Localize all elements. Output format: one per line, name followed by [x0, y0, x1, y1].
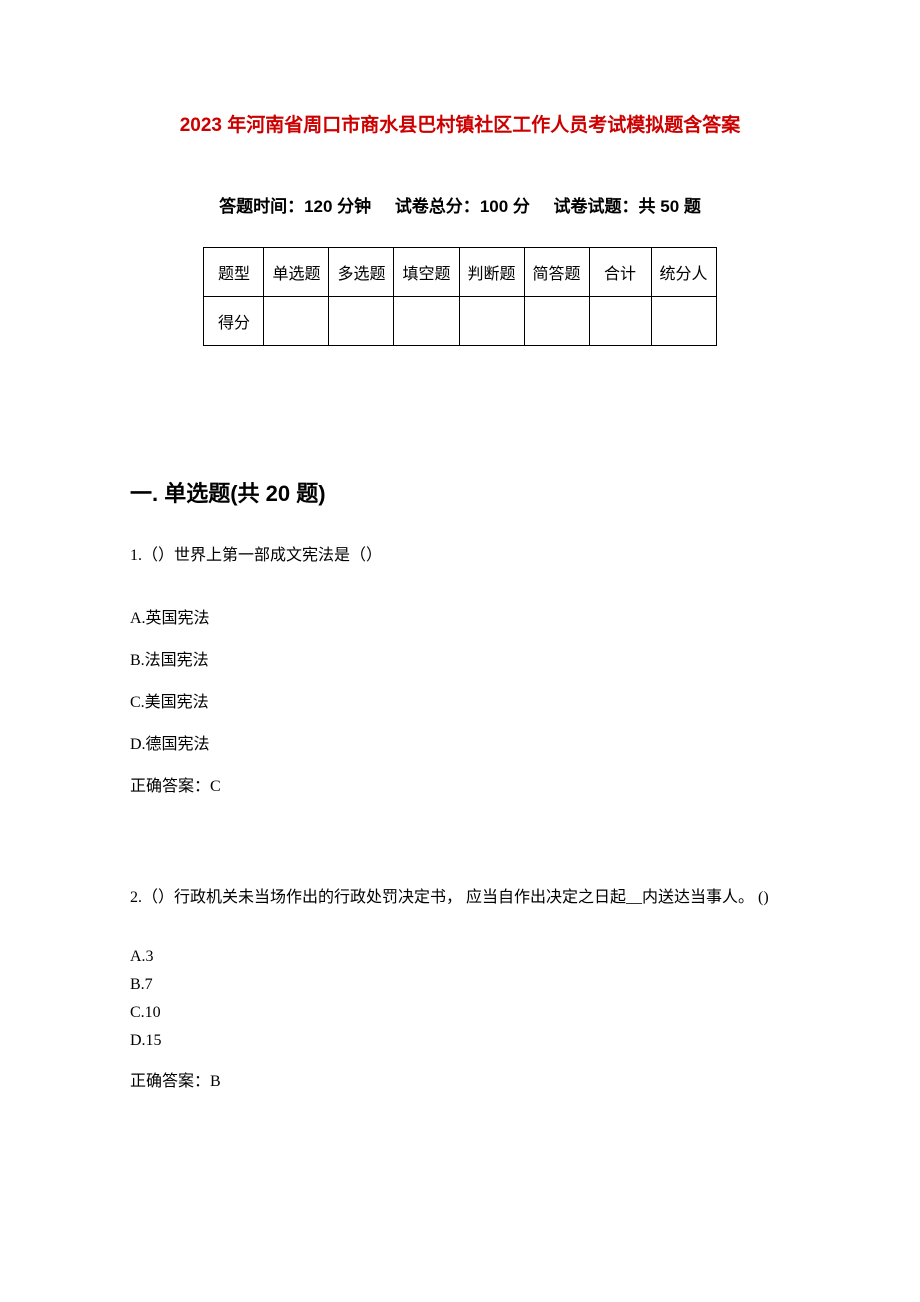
- table-cell: [264, 297, 329, 346]
- time-value: 120 分钟: [304, 197, 371, 216]
- section-heading: 一. 单选题(共 20 题): [130, 476, 790, 508]
- question-1: 1.（）世界上第一部成文宪法是（） A.英国宪法 B.法国宪法 C.美国宪法 D…: [130, 543, 790, 796]
- option-c: C.美国宪法: [130, 688, 790, 712]
- count-label: 试卷试题：: [554, 197, 639, 216]
- time-label: 答题时间：: [219, 197, 304, 216]
- table-cell: [394, 297, 459, 346]
- table-cell: [524, 297, 589, 346]
- table-cell: 得分: [204, 297, 264, 346]
- table-header-row: 题型 单选题 多选题 填空题 判断题 简答题 合计 统分人: [204, 248, 716, 297]
- option-c: C.10: [130, 1001, 790, 1025]
- exam-info: 答题时间：120 分钟 试卷总分：100 分 试卷试题：共 50 题: [130, 192, 790, 217]
- table-header-cell: 简答题: [524, 248, 589, 297]
- table-header-cell: 填空题: [394, 248, 459, 297]
- answer: 正确答案：C: [130, 772, 790, 796]
- question-2: 2.（）行政机关未当场作出的行政处罚决定书， 应当自作出决定之日起__内送达当事…: [130, 876, 790, 1092]
- question-body: （）行政机关未当场作出的行政处罚决定书， 应当自作出决定之日起__内送达当事人。…: [142, 889, 769, 906]
- option-d: D.15: [130, 1029, 790, 1053]
- question-body: （）世界上第一部成文宪法是（）: [142, 547, 382, 564]
- question-number: 1.: [130, 547, 142, 564]
- table-header-cell: 合计: [589, 248, 651, 297]
- score-value: 100 分: [480, 197, 530, 216]
- score-table: 题型 单选题 多选题 填空题 判断题 简答题 合计 统分人 得分: [203, 247, 716, 346]
- option-a: A.英国宪法: [130, 604, 790, 628]
- table-header-cell: 判断题: [459, 248, 524, 297]
- table-header-cell: 单选题: [264, 248, 329, 297]
- option-a: A.3: [130, 945, 790, 969]
- question-number: 2.: [130, 889, 142, 906]
- answer: 正确答案：B: [130, 1067, 790, 1091]
- option-b: B.法国宪法: [130, 646, 790, 670]
- table-cell: [459, 297, 524, 346]
- document-title: 2023 年河南省周口市商水县巴村镇社区工作人员考试模拟题含答案: [130, 110, 790, 137]
- table-cell: [589, 297, 651, 346]
- option-d: D.德国宪法: [130, 730, 790, 754]
- table-header-cell: 统分人: [651, 248, 716, 297]
- question-text: 2.（）行政机关未当场作出的行政处罚决定书， 应当自作出决定之日起__内送达当事…: [130, 876, 790, 921]
- table-cell: [329, 297, 394, 346]
- table-header-cell: 多选题: [329, 248, 394, 297]
- table-cell: [651, 297, 716, 346]
- option-b: B.7: [130, 973, 790, 997]
- question-text: 1.（）世界上第一部成文宪法是（）: [130, 543, 790, 569]
- table-score-row: 得分: [204, 297, 716, 346]
- score-label: 试卷总分：: [395, 197, 480, 216]
- table-header-cell: 题型: [204, 248, 264, 297]
- count-value: 共 50 题: [639, 197, 701, 216]
